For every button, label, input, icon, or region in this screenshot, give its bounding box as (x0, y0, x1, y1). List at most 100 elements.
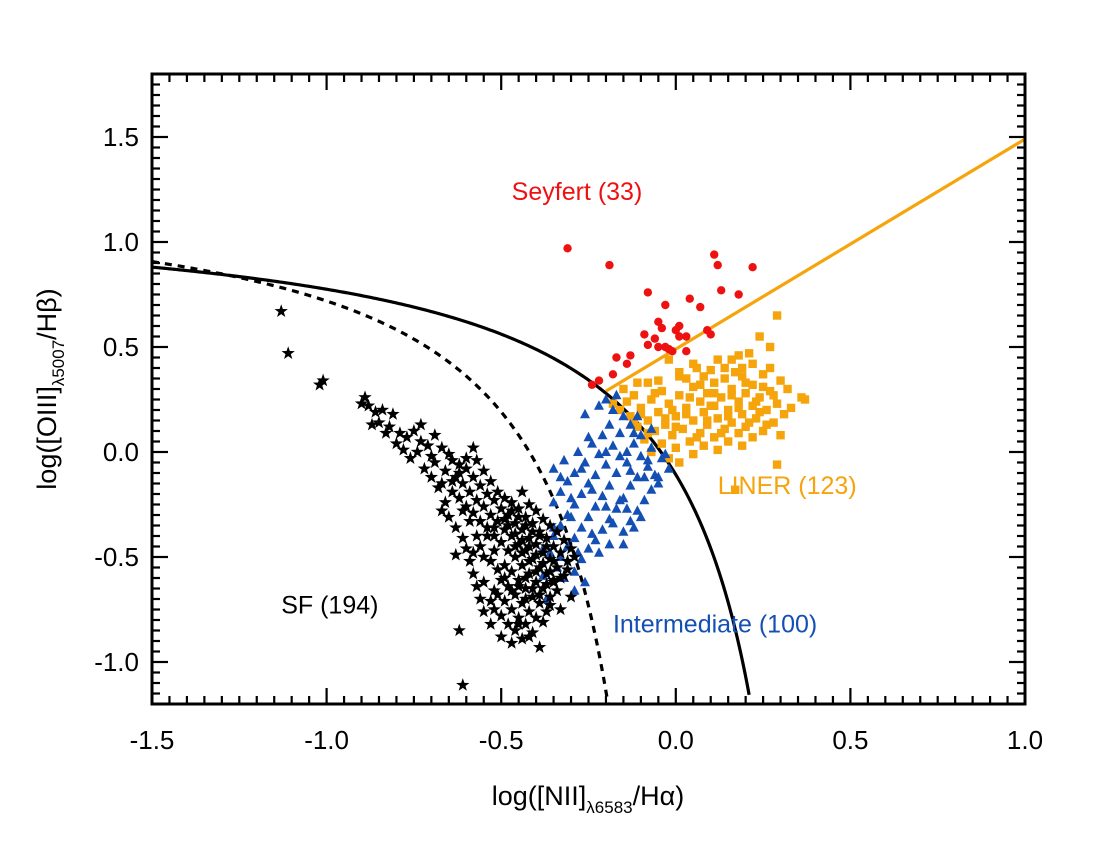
liner-series (608, 311, 810, 494)
intermediate-point (580, 408, 591, 419)
sf-point (525, 625, 540, 639)
sf-point (529, 575, 543, 588)
intermediate-point (625, 465, 636, 475)
intermediate-point (573, 446, 584, 456)
sf-point (501, 543, 515, 557)
sf-point (529, 610, 543, 624)
sf-point (449, 520, 463, 534)
liner-point (734, 351, 743, 360)
intermediate-point (583, 431, 594, 442)
sf-point (515, 533, 529, 546)
sf-point (515, 631, 529, 645)
liner-point (699, 372, 708, 381)
intermediate-point (597, 490, 608, 501)
sf-point (508, 516, 522, 530)
liner-point (696, 428, 705, 438)
sf-point (477, 550, 491, 563)
liner-point (723, 405, 733, 415)
liner-point (661, 414, 670, 423)
sf-point (539, 566, 554, 580)
sf-point (564, 541, 578, 555)
intermediate-point (642, 461, 653, 471)
liner-point (713, 355, 722, 364)
sf-point (487, 529, 501, 542)
liner-point (713, 414, 722, 423)
liner-point (727, 391, 736, 400)
sf-point (522, 629, 536, 643)
sf-point (508, 623, 522, 637)
sf-point (498, 558, 512, 572)
liner-point (765, 363, 775, 373)
sf-point (546, 539, 561, 553)
sf-point (508, 539, 522, 553)
seyfert-point (654, 317, 663, 326)
intermediate-point (614, 450, 625, 461)
liner-point (629, 418, 639, 427)
liner-point (689, 382, 698, 392)
intermediate-point (586, 484, 597, 494)
sf-point (522, 566, 536, 580)
intermediate-point (590, 501, 601, 511)
intermediate-point (583, 478, 594, 488)
sf-point (505, 583, 519, 597)
sf-point (456, 678, 470, 691)
sf-point (501, 579, 515, 593)
liner-point (779, 410, 789, 419)
liner-point (769, 418, 778, 427)
liner-point (703, 416, 712, 425)
sf-point (512, 579, 526, 593)
sf-point (312, 377, 327, 391)
sf-point (529, 564, 543, 578)
data-points (274, 244, 810, 691)
liner-point (671, 422, 680, 431)
sf-point (518, 592, 533, 605)
liner-point (741, 378, 750, 387)
intermediate-point (635, 511, 646, 522)
sf-point (512, 501, 526, 515)
sf-point (491, 562, 505, 576)
sf-point (491, 587, 505, 601)
intermediate-point (632, 505, 643, 515)
sf-point (494, 535, 508, 548)
sf-point (466, 440, 480, 454)
intermediate-point (597, 524, 608, 534)
sf-point (368, 405, 383, 418)
liner-point (696, 380, 705, 389)
sf-point (459, 461, 473, 475)
sf-point (505, 564, 519, 578)
x-tick-label: -1.0 (304, 725, 349, 755)
sf-point (466, 505, 480, 519)
liner-point (727, 418, 736, 427)
liner-point (765, 342, 775, 352)
sf-point (372, 415, 386, 429)
intermediate-point (569, 532, 580, 543)
sf-point (546, 573, 561, 586)
liner-point (727, 384, 736, 394)
sf-point (505, 503, 519, 517)
seyfert-point (654, 342, 663, 352)
liner-point (671, 443, 680, 452)
sf-point (361, 398, 376, 412)
sf-point (536, 581, 550, 595)
sf-point (466, 566, 480, 580)
sf-point (487, 493, 501, 506)
sf-point (525, 524, 540, 538)
sf-point (470, 579, 484, 593)
sf-point (484, 474, 498, 488)
liner-point (668, 431, 677, 440)
liner-point (647, 395, 656, 404)
intermediate-point (576, 553, 587, 564)
sf-point (393, 426, 407, 439)
sf-point (435, 440, 449, 454)
liner-point (710, 378, 719, 387)
liner-point (751, 397, 761, 406)
sf-point (480, 520, 494, 534)
intermediate-point (600, 394, 611, 404)
sf-point (498, 594, 512, 607)
sf-point (463, 484, 477, 498)
liner-point (636, 403, 646, 413)
sf-label: SF (194) (281, 592, 378, 620)
sf-point (539, 531, 554, 544)
y-tick-label: 1.0 (103, 227, 139, 257)
x-tick-label: 0.0 (658, 725, 694, 755)
